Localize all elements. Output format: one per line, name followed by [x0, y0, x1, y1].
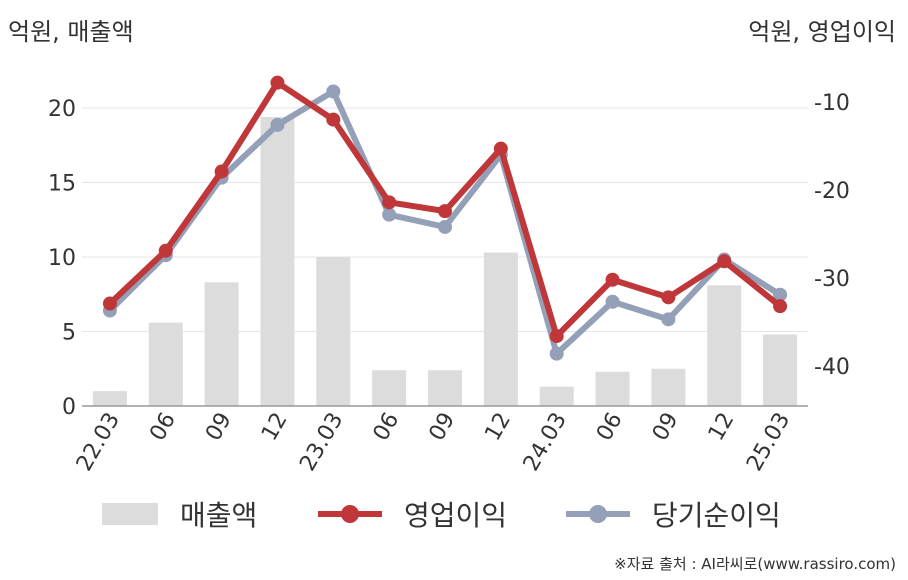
x-axis-tick-label: 12 [480, 409, 516, 446]
point-operating-profit [773, 299, 788, 314]
point-net-income [661, 312, 676, 327]
x-axis-tick-label: 09 [425, 409, 461, 446]
left-axis-tick-label: 20 [48, 97, 76, 122]
x-axis-tick-label: 12 [704, 409, 740, 446]
x-axis-tick-label: 24.03 [519, 409, 572, 476]
point-operating-profit [326, 112, 341, 127]
point-operating-profit [717, 254, 732, 269]
bar-sales [483, 252, 518, 406]
right-axis-tick-label: -30 [814, 267, 850, 292]
left-axis-tick-label: 0 [62, 395, 76, 420]
point-operating-profit [549, 329, 564, 344]
x-axis-tick-label: 06 [592, 409, 628, 446]
legend-swatch-operating-profit [318, 503, 382, 525]
bar-sales [763, 334, 798, 406]
legend-item-operating-profit: 영업이익 [318, 494, 507, 534]
point-net-income [605, 294, 620, 309]
point-operating-profit [158, 243, 173, 258]
bar-sales [204, 282, 239, 406]
bar-sales [316, 257, 351, 406]
point-operating-profit [102, 296, 117, 311]
right-axis-tick-label: -20 [814, 179, 850, 204]
legend-item-sales: 매출액 [102, 494, 257, 534]
x-axis-tick-label: 25.03 [742, 409, 795, 476]
right-axis-tick-label: -10 [814, 91, 850, 116]
x-axis-tick-label: 12 [257, 409, 293, 446]
bar-sales [595, 371, 630, 406]
x-axis-tick-label: 09 [648, 409, 684, 446]
point-net-income [773, 287, 788, 302]
right-axis-unit: 억원, 영업이익 [748, 18, 896, 46]
point-operating-profit [438, 204, 452, 219]
left-axis-tick-label: 15 [48, 172, 76, 197]
point-net-income [549, 346, 564, 361]
point-net-income [438, 219, 452, 234]
bar-sales [92, 391, 127, 406]
legend-item-net-income: 당기순이익 [566, 494, 781, 534]
left-axis-tick-label: 5 [62, 321, 76, 346]
point-net-income [382, 207, 397, 222]
source-credit: ※자료 출처 : AI라씨로(www.rassiro.com) [614, 555, 896, 573]
bar-sales [428, 370, 462, 406]
point-operating-profit [605, 272, 620, 287]
x-axis-tick-label: 23.03 [295, 409, 348, 476]
bar-sales [372, 370, 407, 406]
bar-sales [539, 386, 574, 406]
x-axis-tick-label: 06 [369, 409, 405, 446]
legend-label-sales: 매출액 [180, 499, 258, 532]
bar-sales [148, 322, 183, 406]
left-axis-unit: 억원, 매출액 [8, 18, 134, 46]
legend-swatch-net-income [566, 503, 630, 525]
left-axis-tick-label: 10 [48, 246, 76, 271]
legend-label-operating-profit: 영업이익 [404, 499, 508, 532]
bar-sales [260, 116, 295, 406]
right-axis-tick-label: -40 [814, 355, 850, 380]
point-operating-profit [270, 75, 285, 90]
point-net-income [326, 84, 341, 99]
point-operating-profit [493, 141, 508, 156]
legend-swatch-sales [102, 503, 158, 525]
x-axis-tick-label: 09 [201, 409, 237, 446]
legend-label-net-income: 당기순이익 [652, 499, 781, 532]
bar-sales [651, 368, 686, 406]
point-net-income [270, 117, 285, 132]
x-axis-tick-label: 22.03 [72, 409, 125, 476]
point-operating-profit [382, 195, 397, 210]
bar-sales [707, 285, 742, 406]
point-operating-profit [661, 290, 676, 305]
point-operating-profit [214, 164, 229, 179]
x-axis-tick-label: 06 [145, 409, 181, 446]
